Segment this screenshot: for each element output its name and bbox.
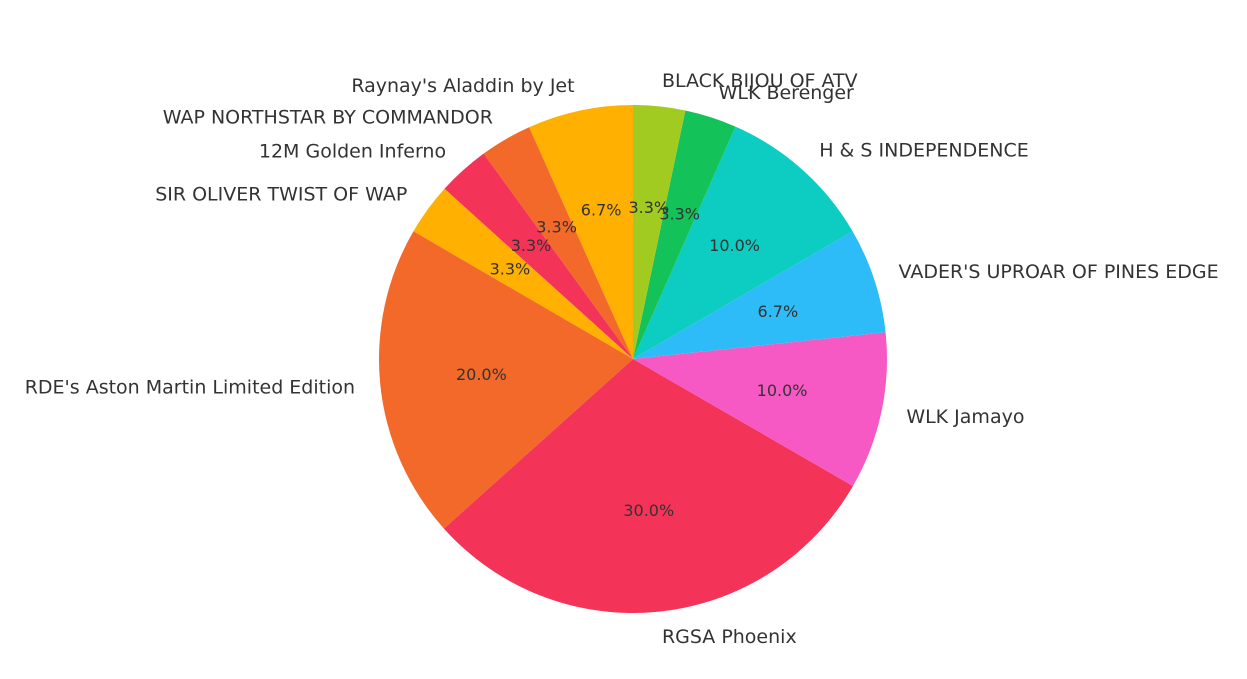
slice-label-h-s-independence: H & S INDEPENDENCE [819, 140, 1029, 162]
pie-slice-12m-golden-inferno [444, 153, 633, 359]
slice-pct-h-s-independence: 10.0% [709, 236, 760, 255]
slice-pct-black-bijou-of-atv: 3.3% [628, 198, 669, 217]
slice-label-wap-northstar-by-commandor: WAP NORTHSTAR BY COMMANDOR [163, 106, 493, 128]
pie-slice-wlk-berenger [633, 110, 736, 359]
slice-pct-wlk-berenger: 3.3% [659, 204, 700, 223]
pie-slice-sir-oliver-twist-of-wap [413, 188, 633, 359]
slice-pct-wlk-jamayo: 10.0% [757, 381, 808, 400]
slice-label-wlk-jamayo: WLK Jamayo [906, 406, 1024, 428]
slice-pct-rgsa-phoenix: 30.0% [623, 501, 674, 520]
slice-pct-vader-s-uproar-of-pines-edge: 6.7% [758, 302, 799, 321]
labels-layer: Raynay's Aladdin by Jet 6.7% WAP NORTHSTAR… [25, 70, 1219, 648]
slice-pct-rde-s-aston-martin-limited-edition: 20.0% [456, 365, 507, 384]
pie-slice-wlk-jamayo [633, 332, 887, 486]
slice-label-12m-golden-inferno: 12M Golden Inferno [259, 140, 446, 162]
slice-pct-raynay-s-aladdin-by-jet: 6.7% [581, 200, 622, 219]
slice-pct-sir-oliver-twist-of-wap: 3.3% [490, 260, 531, 279]
slice-label-rgsa-phoenix: RGSA Phoenix [662, 626, 797, 648]
slice-label-black-bijou-of-atv: BLACK BIJOU OF ATV [662, 70, 858, 92]
slice-pct-12m-golden-inferno: 3.3% [511, 236, 552, 255]
slice-label-wlk-berenger: WLK Berenger [719, 82, 854, 104]
slice-label-vader-s-uproar-of-pines-edge: VADER'S UPROAR OF PINES EDGE [899, 261, 1219, 283]
pie-slice-raynay-s-aladdin-by-jet [529, 105, 633, 359]
pie-slice-rgsa-phoenix [443, 359, 853, 613]
pie-slice-h-s-independence [633, 126, 853, 359]
pie-slice-vader-s-uproar-of-pines-edge [633, 231, 886, 359]
pie-slice-rde-s-aston-martin-limited-edition [379, 231, 633, 529]
pie-slice-wap-northstar-by-commandor [483, 127, 633, 360]
slice-label-raynay-s-aladdin-by-jet: Raynay's Aladdin by Jet [351, 75, 574, 97]
slice-label-rde-s-aston-martin-limited-edition: RDE's Aston Martin Limited Edition [25, 377, 355, 399]
slice-label-sir-oliver-twist-of-wap: SIR OLIVER TWIST OF WAP [155, 183, 407, 205]
slices-layer [379, 105, 887, 613]
pie-slice-black-bijou-of-atv [633, 105, 686, 359]
slice-pct-wap-northstar-by-commandor: 3.3% [536, 218, 577, 237]
